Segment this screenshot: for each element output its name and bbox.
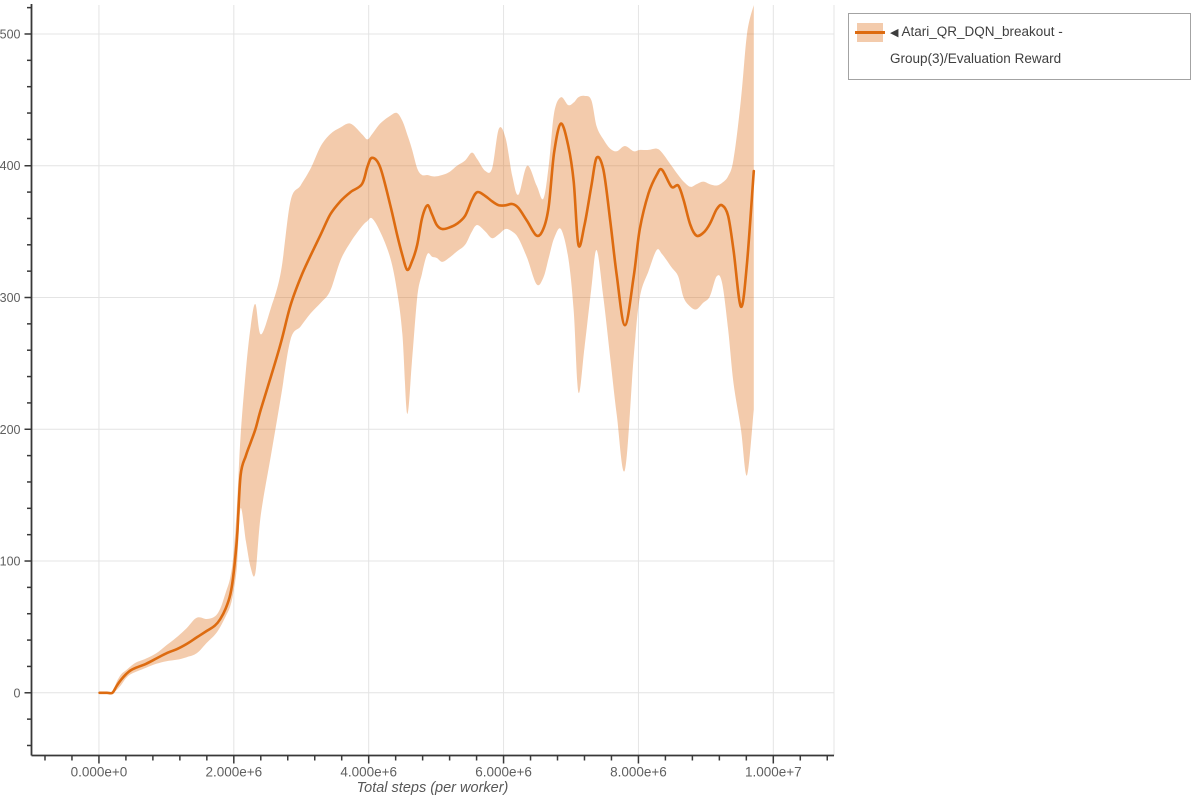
- x-tick-label: 0.000e+0: [71, 765, 128, 780]
- x-axis-title: Total steps (per worker): [356, 780, 509, 796]
- y-tick-label: 200: [0, 423, 21, 437]
- y-tick-label: 300: [0, 291, 21, 305]
- y-tick-label: 400: [0, 159, 21, 173]
- axes: 0 100 200 300 400 500 0.000e+0 2.000e+6 4.000e+6…: [0, 4, 834, 780]
- x-tick-label: 8.000e+6: [610, 765, 667, 780]
- mean-line[interactable]: [98, 122, 756, 695]
- x-tick-label: 6.000e+6: [475, 765, 532, 780]
- legend-item[interactable]: ◀ Atari_QR_DQN_breakout - Group(3)/Evalu…: [848, 13, 1191, 80]
- legend-series-name: Atari_QR_DQN_breakout - Group(3)/Evaluat…: [890, 24, 1063, 66]
- x-tick-label: 4.000e+6: [340, 765, 397, 780]
- y-tick-label: 0: [14, 686, 21, 700]
- collapse-triangle-icon[interactable]: ◀: [890, 27, 899, 39]
- y-tick-label: 100: [0, 555, 21, 569]
- y-tick-label: 500: [0, 27, 21, 41]
- x-tick-label: 1.000e+7: [745, 765, 802, 780]
- gridlines: [31, 5, 835, 756]
- legend-line-icon: [855, 31, 885, 34]
- confidence-band: [99, 5, 754, 694]
- x-tick-label: 2.000e+6: [205, 765, 262, 780]
- legend-label: ◀ Atari_QR_DQN_breakout - Group(3)/Evalu…: [890, 19, 1180, 72]
- legend-swatch: [855, 23, 885, 42]
